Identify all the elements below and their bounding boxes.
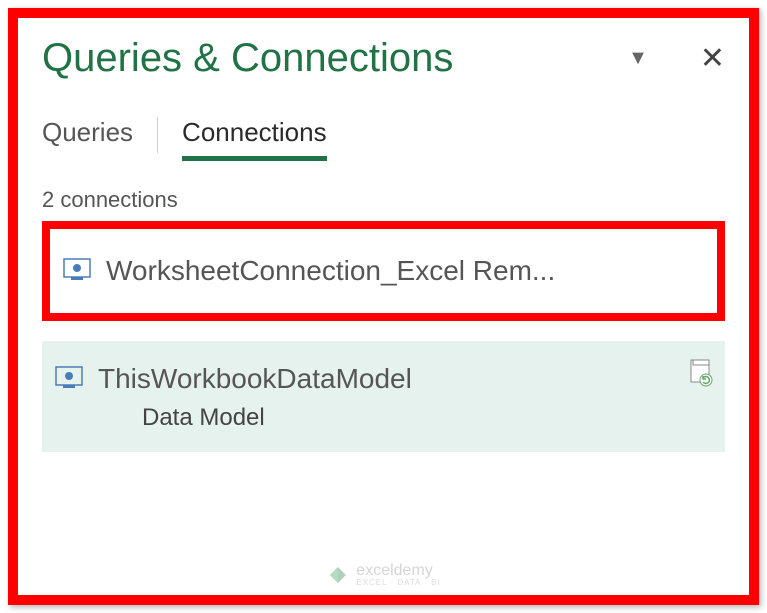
connection-icon xyxy=(62,257,92,281)
tab-divider xyxy=(157,117,158,153)
watermark-logo-icon xyxy=(326,564,348,586)
watermark: exceldemy EXCEL · DATA · BI xyxy=(326,563,440,587)
close-icon[interactable]: ✕ xyxy=(700,41,725,76)
connection-count-label: 2 connections xyxy=(42,187,725,213)
dropdown-icon[interactable]: ▼ xyxy=(628,47,648,70)
panel-header: Queries & Connections ▼ ✕ xyxy=(42,36,725,81)
refresh-icon[interactable] xyxy=(689,359,713,387)
connection-item-worksheet[interactable]: WorksheetConnection_Excel Rem... xyxy=(42,221,725,321)
connection-name: WorksheetConnection_Excel Rem... xyxy=(106,253,705,289)
connection-text: WorksheetConnection_Excel Rem... xyxy=(106,253,705,289)
connection-icon xyxy=(54,365,84,389)
panel-title: Queries & Connections xyxy=(42,36,453,81)
panel-controls: ▼ ✕ xyxy=(628,41,725,76)
queries-connections-panel: Queries & Connections ▼ ✕ Queries Connec… xyxy=(18,18,749,595)
connection-item-datamodel[interactable]: ThisWorkbookDataModel Data Model xyxy=(42,341,725,451)
tab-connections[interactable]: Connections xyxy=(182,117,327,161)
watermark-text: exceldemy EXCEL · DATA · BI xyxy=(356,563,440,587)
tab-queries[interactable]: Queries xyxy=(42,117,133,161)
connection-subtitle: Data Model xyxy=(142,404,713,432)
connection-text: ThisWorkbookDataModel Data Model xyxy=(98,361,713,431)
watermark-title: exceldemy xyxy=(356,563,440,579)
connection-name: ThisWorkbookDataModel xyxy=(98,361,713,397)
tabs-container: Queries Connections xyxy=(42,117,725,161)
watermark-subtitle: EXCEL · DATA · BI xyxy=(356,579,440,587)
